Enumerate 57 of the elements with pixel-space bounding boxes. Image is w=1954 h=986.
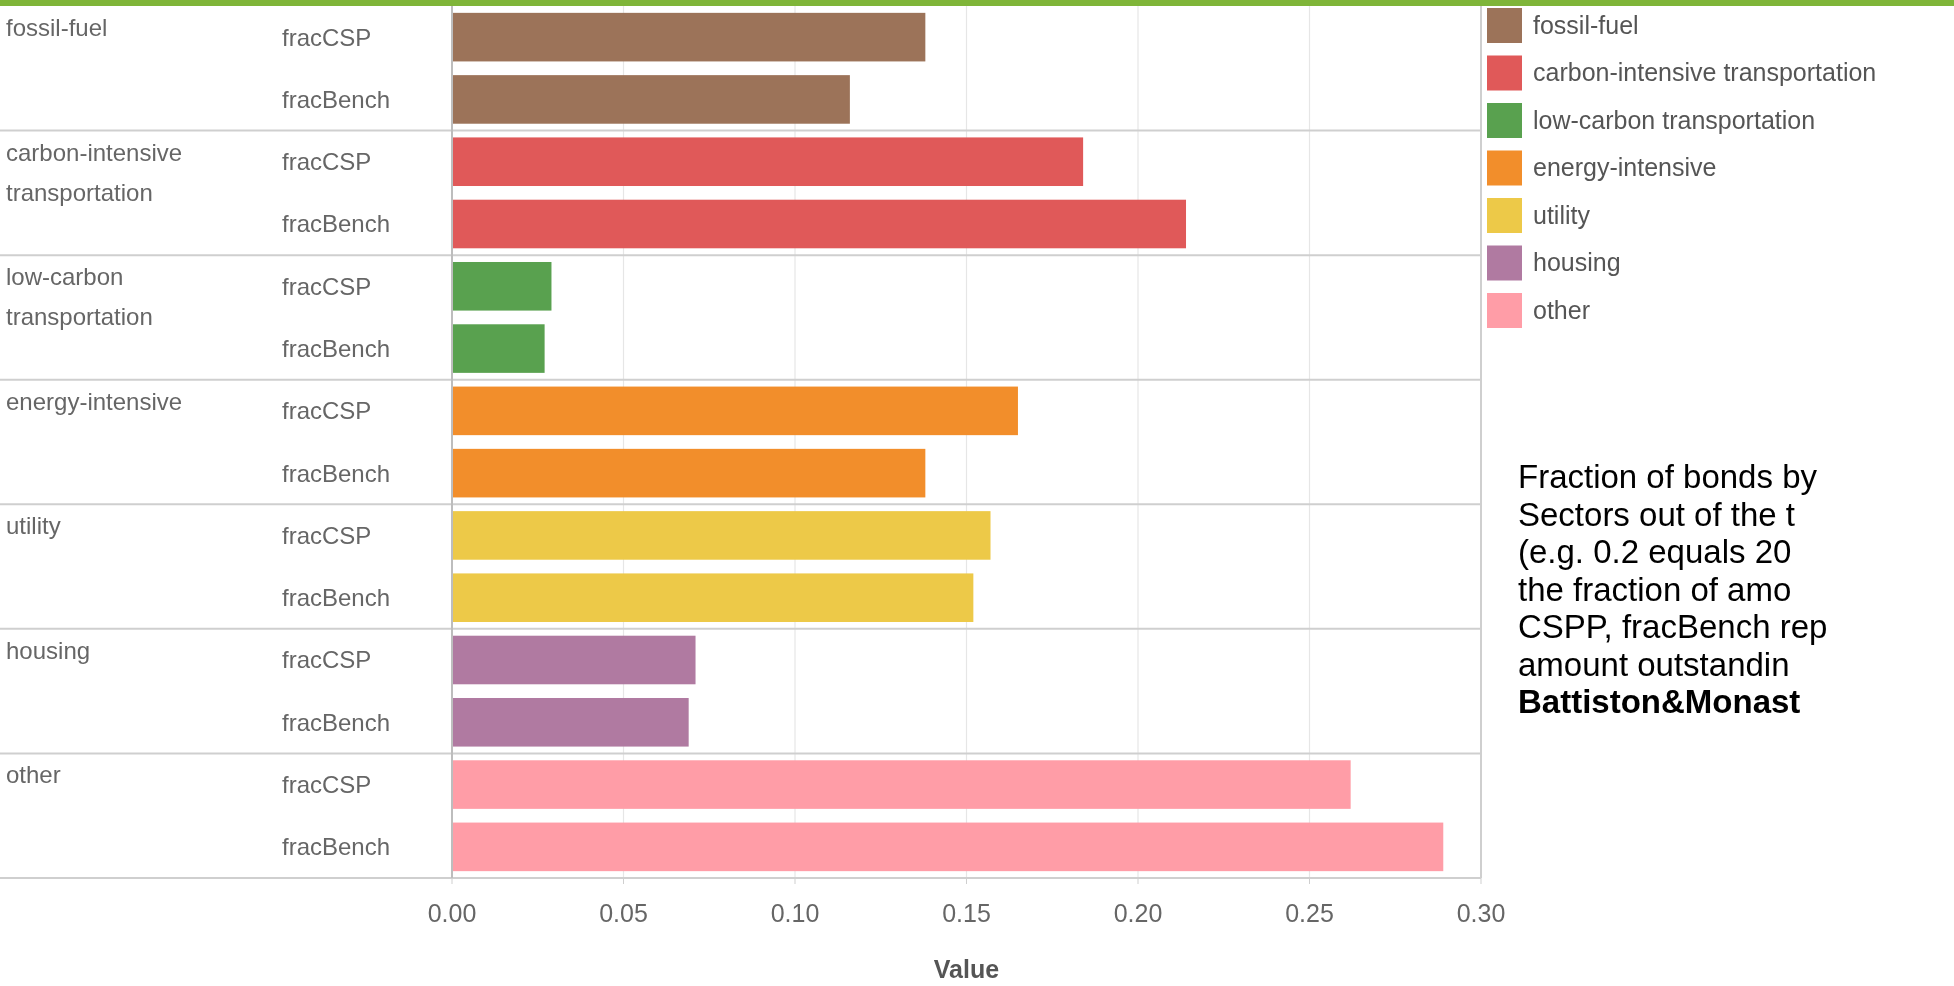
bar bbox=[452, 448, 926, 498]
x-tick-label: 0.05 bbox=[599, 899, 648, 927]
legend-label: fossil-fuel bbox=[1533, 10, 1639, 39]
y-tick-label: fracBench bbox=[282, 334, 391, 362]
legend-label: carbon-intensive transportation bbox=[1533, 58, 1877, 87]
text: amount outstandin bbox=[1518, 645, 1790, 683]
bar bbox=[452, 697, 689, 747]
legend-label: low-carbon transportation bbox=[1533, 105, 1816, 134]
x-axis-title: Value bbox=[933, 955, 1000, 983]
bar bbox=[452, 573, 974, 623]
text: the fraction of amo bbox=[1518, 570, 1792, 608]
text: utility bbox=[6, 512, 61, 540]
x-tick-label: 0.25 bbox=[1285, 899, 1334, 927]
x-tick-label: 0.15 bbox=[942, 899, 991, 927]
bar bbox=[452, 12, 926, 62]
y-tick-label: fracCSP bbox=[282, 770, 372, 798]
text: Fraction of bonds by bbox=[1518, 458, 1818, 495]
x-tick-label: 0.10 bbox=[770, 899, 820, 927]
y-tick-label: fracBench bbox=[282, 85, 391, 113]
y-tick-label: fracBench bbox=[282, 833, 391, 861]
bar bbox=[452, 137, 1084, 187]
bar bbox=[452, 635, 696, 685]
legend-label: utility bbox=[1533, 200, 1591, 229]
y-tick-label: fracCSP bbox=[282, 646, 372, 674]
bar bbox=[452, 511, 991, 560]
text: carbon-intensive transportation bbox=[6, 138, 183, 206]
bar bbox=[452, 760, 1351, 809]
text: fossil-fuel bbox=[6, 14, 108, 41]
bar bbox=[452, 199, 1187, 249]
x-tick-label: 0.20 bbox=[1113, 899, 1163, 927]
text: housing bbox=[6, 636, 91, 664]
text: other bbox=[6, 761, 61, 789]
y-tick-label: fracBench bbox=[282, 708, 391, 736]
bar bbox=[452, 261, 552, 311]
bar bbox=[452, 386, 1018, 436]
y-tick-label: fracBench bbox=[282, 584, 391, 612]
y-tick-label: fracCSP bbox=[282, 23, 372, 51]
y-tick-label: fracCSP bbox=[282, 521, 372, 549]
text: low-carbon transportation bbox=[6, 263, 153, 331]
text: CSPP, fracBench rep bbox=[1518, 608, 1828, 645]
text: energy-intensive bbox=[6, 387, 183, 415]
text: Sectors out of the t bbox=[1518, 495, 1795, 533]
x-tick-label: 0.00 bbox=[427, 899, 477, 927]
legend-label: housing bbox=[1533, 248, 1621, 277]
y-tick-label: fracBench bbox=[282, 210, 391, 238]
bar bbox=[452, 75, 850, 124]
bar bbox=[452, 324, 545, 373]
text: (e.g. 0.2 equals 20 bbox=[1518, 533, 1792, 570]
y-tick-label: fracCSP bbox=[282, 397, 372, 425]
y-tick-label: fracBench bbox=[282, 459, 391, 487]
bar bbox=[452, 822, 1444, 872]
y-tick-label: fracCSP bbox=[282, 272, 372, 300]
x-tick-label: 0.30 bbox=[1456, 899, 1506, 927]
text: Battiston&Monast bbox=[1518, 683, 1801, 720]
y-tick-label: fracCSP bbox=[282, 148, 372, 176]
legend-label: other bbox=[1533, 295, 1590, 324]
legend-label: energy-intensive bbox=[1533, 153, 1717, 182]
